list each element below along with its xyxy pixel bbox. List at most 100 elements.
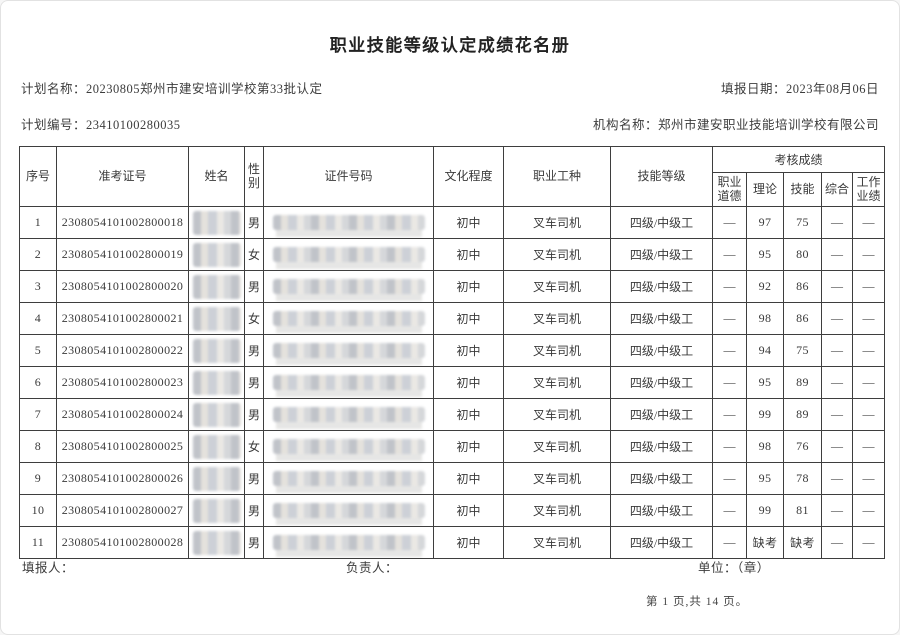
cell-score-work: — (852, 430, 885, 463)
cell-education: 初中 (433, 462, 504, 495)
report-date: 填报日期：2023年08月06日 (721, 78, 879, 97)
header-education: 文化程度 (433, 146, 504, 207)
plan-number: 计划编号：23410100280035 (21, 114, 181, 133)
roster-table-body: 1 2308054101002800018 男初中 叉车司机 四级/中级工 —97 75— —… (19, 206, 885, 559)
responsible-label: 负责人： (346, 561, 399, 575)
cell-score-comprehensive: — (821, 430, 853, 463)
meta-row-1: 计划名称：20230805郑州市建安培训学校第33批认定 填报日期：2023年0… (1, 78, 899, 97)
cell-score-ethics: — (712, 462, 747, 495)
cell-score-ethics: — (712, 238, 747, 271)
cell-seq: 4 (19, 302, 57, 335)
cell-education: 初中 (433, 270, 504, 303)
cell-seq: 9 (19, 462, 57, 495)
cell-score-skill: 81 (783, 494, 822, 527)
cell-occupation: 叉车司机 (503, 334, 611, 367)
cell-name (188, 334, 245, 367)
redacted-name (192, 434, 241, 459)
cell-score-theory: 95 (746, 238, 784, 271)
table-row: 6 2308054101002800023 男初中 叉车司机 四级/中级工 —95 89— — (19, 366, 885, 399)
org-name: 机构名称：郑州市建安职业技能培训学校有限公司 (593, 114, 879, 133)
header-occupation: 职业工种 (503, 146, 611, 207)
redacted-id-number (272, 247, 425, 262)
cell-name (188, 526, 245, 559)
cell-score-skill: 75 (783, 334, 822, 367)
cell-education: 初中 (433, 334, 504, 367)
cell-exam-no: 2308054101002800020 (56, 270, 189, 303)
cell-score-skill: 89 (783, 398, 822, 431)
cell-score-theory: 缺考 (746, 526, 784, 559)
cell-score-work: — (852, 494, 885, 527)
cell-score-skill: 78 (783, 462, 822, 495)
redacted-id-number (272, 471, 425, 486)
cell-occupation: 叉车司机 (503, 430, 611, 463)
cell-gender: 男 (244, 462, 264, 495)
report-date-value: 2023年08月06日 (785, 82, 879, 96)
header-score-work: 工作业绩 (852, 172, 885, 207)
cell-exam-no: 2308054101002800028 (56, 526, 189, 559)
cell-id-no (263, 526, 434, 559)
redacted-id-number (272, 343, 425, 358)
cell-name (188, 238, 245, 271)
cell-gender: 男 (244, 526, 264, 559)
cell-score-theory: 98 (746, 302, 784, 335)
cell-name (188, 430, 245, 463)
cell-id-no (263, 302, 434, 335)
redacted-name (192, 338, 241, 363)
cell-gender: 男 (244, 366, 264, 399)
cell-occupation: 叉车司机 (503, 462, 611, 495)
cell-skill-level: 四级/中级工 (610, 270, 713, 303)
cell-education: 初中 (433, 398, 504, 431)
cell-occupation: 叉车司机 (503, 526, 611, 559)
cell-score-work: — (852, 206, 885, 239)
cell-score-theory: 94 (746, 334, 784, 367)
cell-score-theory: 95 (746, 462, 784, 495)
cell-skill-level: 四级/中级工 (610, 398, 713, 431)
redacted-name (192, 498, 241, 523)
redacted-name (192, 370, 241, 395)
cell-exam-no: 2308054101002800022 (56, 334, 189, 367)
cell-score-work: — (852, 302, 885, 335)
roster-table-header: 序号 准考证号 姓名 性别 证件号码 文化程度 职业工种 技能等级 考核成绩 职… (19, 146, 885, 207)
cell-gender: 女 (244, 302, 264, 335)
cell-score-ethics: — (712, 494, 747, 527)
cell-exam-no: 2308054101002800026 (56, 462, 189, 495)
redacted-id-number (272, 279, 425, 294)
header-skill-level: 技能等级 (610, 146, 713, 207)
filler-label: 填报人： (22, 561, 75, 575)
page-number-info: 第 1 页,共 14 页。 (646, 596, 749, 608)
cell-occupation: 叉车司机 (503, 302, 611, 335)
cell-score-work: — (852, 526, 885, 559)
cell-score-theory: 99 (746, 398, 784, 431)
cell-seq: 2 (19, 238, 57, 271)
cell-seq: 7 (19, 398, 57, 431)
plan-name-value: 20230805郑州市建安培训学校第33批认定 (86, 82, 323, 96)
cell-id-no (263, 494, 434, 527)
cell-occupation: 叉车司机 (503, 366, 611, 399)
plan-name-label: 计划名称： (21, 82, 87, 96)
cell-score-ethics: — (712, 334, 747, 367)
redacted-name (192, 402, 241, 427)
table-row: 10 2308054101002800027 男初中 叉车司机 四级/中级工 —99 81—… (19, 494, 885, 527)
redacted-name (192, 466, 241, 491)
header-row-1: 序号 准考证号 姓名 性别 证件号码 文化程度 职业工种 技能等级 考核成绩 (19, 146, 885, 207)
redacted-id-number (272, 439, 425, 454)
cell-education: 初中 (433, 238, 504, 271)
cell-score-ethics: — (712, 206, 747, 239)
org-name-value: 郑州市建安职业技能培训学校有限公司 (657, 118, 879, 132)
cell-education: 初中 (433, 366, 504, 399)
table-row: 2 2308054101002800019 女初中 叉车司机 四级/中级工 —95 80— — (19, 238, 885, 271)
cell-score-comprehensive: — (821, 238, 853, 271)
cell-exam-no: 2308054101002800018 (56, 206, 189, 239)
cell-score-theory: 97 (746, 206, 784, 239)
cell-score-ethics: — (712, 302, 747, 335)
header-row-2: 职业道德 理论 技能 综合 工作业绩 (20, 172, 885, 207)
cell-skill-level: 四级/中级工 (610, 334, 713, 367)
cell-score-skill: 76 (783, 430, 822, 463)
cell-education: 初中 (433, 494, 504, 527)
cell-education: 初中 (433, 206, 504, 239)
redacted-name (192, 242, 241, 267)
cell-gender: 男 (244, 206, 264, 239)
table-row: 1 2308054101002800018 男初中 叉车司机 四级/中级工 —97 75— — (19, 206, 885, 239)
cell-id-no (263, 398, 434, 431)
